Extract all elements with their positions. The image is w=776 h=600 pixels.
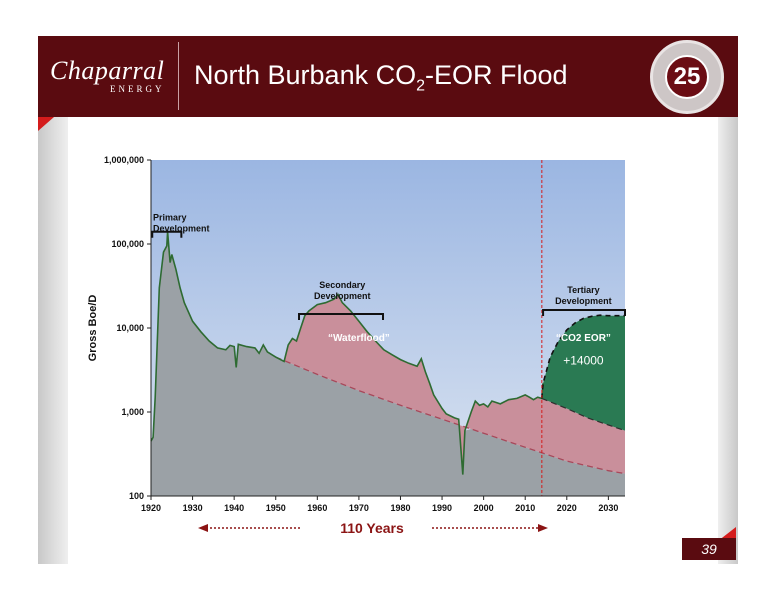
logo-wordmark: Chaparral xyxy=(50,56,165,85)
anniversary-number: 25 xyxy=(665,55,709,99)
x-tick-label: 1950 xyxy=(266,503,286,513)
arrow-head-left xyxy=(198,524,208,532)
primary-decline-line xyxy=(275,356,626,475)
y-tick-label: 100,000 xyxy=(111,239,144,249)
right-decor-bar xyxy=(718,117,738,564)
co2-forecast-line xyxy=(541,314,625,399)
x-tick-label: 2000 xyxy=(474,503,494,513)
annotation-label: Secondary xyxy=(319,280,365,290)
production-history-line xyxy=(150,231,544,475)
title-bar xyxy=(38,36,738,117)
y-tick-label: 100 xyxy=(129,491,144,501)
annotation-label: Primary xyxy=(153,213,187,223)
anniversary-seal: 25 xyxy=(650,40,724,114)
primary-decline-area xyxy=(151,231,625,496)
annotation-label: Development xyxy=(314,291,371,301)
x-tick-label: 1970 xyxy=(349,503,369,513)
company-logo: Chaparral ENERGY xyxy=(50,52,170,102)
annotation-label: “Waterflood” xyxy=(328,333,390,344)
bracket-0 xyxy=(151,230,183,238)
title-text-end: -EOR Flood xyxy=(425,60,568,90)
bracket-2 xyxy=(542,308,626,316)
y-axis-title: Gross Boe/D xyxy=(87,295,99,362)
x-tick-label: 1990 xyxy=(432,503,452,513)
x-tick-label: 2010 xyxy=(515,503,535,513)
waterflood-area xyxy=(275,294,625,475)
x-tick-label: 1930 xyxy=(183,503,203,513)
y-tick-label: 1,000,000 xyxy=(104,155,144,165)
y-tick-label: 1,000 xyxy=(121,407,144,417)
timeline-label: 110 Years xyxy=(340,520,404,536)
title-subscript: 2 xyxy=(416,77,425,95)
page-number: 39 xyxy=(682,538,736,560)
header-divider xyxy=(178,42,179,110)
annotation-label: Development xyxy=(153,224,210,234)
title-text: North Burbank CO xyxy=(194,60,417,90)
annotation-label: +14000 xyxy=(563,353,604,367)
logo-subtext: ENERGY xyxy=(110,84,165,94)
x-tick-label: 2020 xyxy=(557,503,577,513)
left-decor-bar xyxy=(38,117,68,564)
y-tick-label: 10,000 xyxy=(116,323,144,333)
bracket-1 xyxy=(298,312,385,320)
right-accent-triangle xyxy=(718,527,736,541)
x-tick-label: 1960 xyxy=(307,503,327,513)
annotation-label: “CO2 EOR” xyxy=(556,333,611,344)
x-tick-label: 2030 xyxy=(598,503,618,513)
left-accent-triangle xyxy=(38,117,54,131)
slide-title: North Burbank CO2-EOR Flood xyxy=(194,60,568,95)
annotation-label: Development xyxy=(555,296,612,306)
x-tick-label: 1980 xyxy=(390,503,410,513)
co2-eor-area xyxy=(541,315,625,431)
annotation-label: Tertiary xyxy=(567,285,599,295)
x-tick-label: 1940 xyxy=(224,503,244,513)
arrow-head-right xyxy=(538,524,548,532)
x-tick-label: 1920 xyxy=(141,503,161,513)
